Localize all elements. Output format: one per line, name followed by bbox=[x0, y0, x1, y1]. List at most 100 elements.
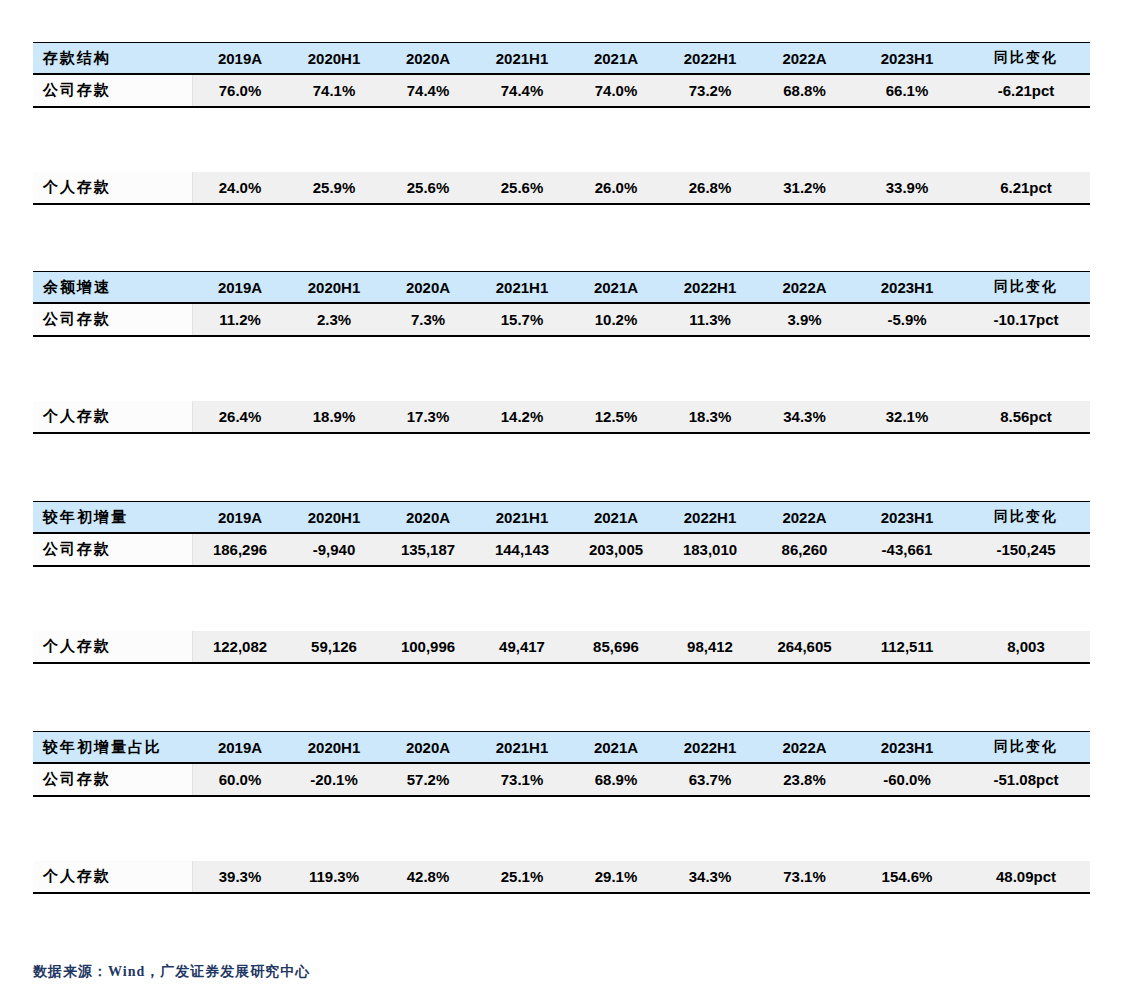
ytd-increment-share-row-personal-deposits: 个人存款39.3%119.3%42.8%25.1%29.1%34.3%73.1%… bbox=[33, 861, 1090, 894]
cell-value: 26.0% bbox=[569, 179, 663, 196]
cell-value: 85,696 bbox=[569, 638, 663, 655]
cell-value: 7.3% bbox=[381, 311, 475, 328]
cell-value: 60.0% bbox=[193, 771, 287, 788]
cell-value: 11.3% bbox=[663, 311, 757, 328]
cell-value: 25.1% bbox=[475, 868, 569, 885]
column-header-5: 2021A bbox=[569, 50, 663, 67]
row-label: 公司存款 bbox=[33, 764, 193, 795]
cell-value: 154.6% bbox=[852, 868, 962, 885]
cell-value: 59,126 bbox=[287, 638, 381, 655]
cell-value: 39.3% bbox=[193, 868, 287, 885]
row-label: 公司存款 bbox=[33, 304, 193, 335]
cell-value: 17.3% bbox=[381, 408, 475, 425]
cell-value: 15.7% bbox=[475, 311, 569, 328]
column-header-2: 2020H1 bbox=[287, 509, 381, 526]
cell-value: 8,003 bbox=[962, 638, 1090, 655]
cell-value: 33.9% bbox=[852, 179, 962, 196]
cell-value: -43,661 bbox=[852, 541, 962, 558]
cell-value: 57.2% bbox=[381, 771, 475, 788]
column-header-1: 2019A bbox=[193, 739, 287, 756]
column-header-7: 2022A bbox=[757, 739, 852, 756]
cell-value: 14.2% bbox=[475, 408, 569, 425]
cell-value: 29.1% bbox=[569, 868, 663, 885]
cell-value: 24.0% bbox=[193, 179, 287, 196]
row-label: 个人存款 bbox=[33, 401, 193, 432]
cell-value: -20.1% bbox=[287, 771, 381, 788]
column-header-9: 同比变化 bbox=[962, 508, 1090, 526]
table-title: 较年初增量 bbox=[33, 508, 193, 527]
data-source-note: 数据来源：Wind，广发证券发展研究中心 bbox=[33, 963, 310, 981]
column-header-9: 同比变化 bbox=[962, 738, 1090, 756]
table-header-row: 余额增速2019A2020H12020A2021H12021A2022H1202… bbox=[33, 271, 1090, 304]
cell-value: 31.2% bbox=[757, 179, 852, 196]
column-header-8: 2023H1 bbox=[852, 509, 962, 526]
column-header-3: 2020A bbox=[381, 279, 475, 296]
cell-value: -51.08pct bbox=[962, 771, 1090, 788]
cell-value: 68.8% bbox=[757, 82, 852, 99]
cell-value: 68.9% bbox=[569, 771, 663, 788]
column-header-1: 2019A bbox=[193, 50, 287, 67]
table-header-row: 较年初增量2019A2020H12020A2021H12021A2022H120… bbox=[33, 501, 1090, 534]
cell-value: 34.3% bbox=[757, 408, 852, 425]
column-header-6: 2022H1 bbox=[663, 739, 757, 756]
column-header-3: 2020A bbox=[381, 50, 475, 67]
cell-value: 100,996 bbox=[381, 638, 475, 655]
cell-value: 8.56pct bbox=[962, 408, 1090, 425]
column-header-8: 2023H1 bbox=[852, 279, 962, 296]
cell-value: 2.3% bbox=[287, 311, 381, 328]
column-header-3: 2020A bbox=[381, 739, 475, 756]
table-title: 存款结构 bbox=[33, 49, 193, 68]
cell-value: -60.0% bbox=[852, 771, 962, 788]
table-header-row: 存款结构2019A2020H12020A2021H12021A2022H1202… bbox=[33, 42, 1090, 75]
cell-value: 119.3% bbox=[287, 868, 381, 885]
deposit-structure-row-corporate-deposits: 公司存款76.0%74.1%74.4%74.4%74.0%73.2%68.8%6… bbox=[33, 75, 1090, 108]
ytd-increment-row-personal-deposits: 个人存款122,08259,126100,99649,41785,69698,4… bbox=[33, 631, 1090, 664]
cell-value: 34.3% bbox=[663, 868, 757, 885]
cell-value: 73.1% bbox=[757, 868, 852, 885]
column-header-1: 2019A bbox=[193, 279, 287, 296]
balance-growth-row-personal-deposits: 个人存款26.4%18.9%17.3%14.2%12.5%18.3%34.3%3… bbox=[33, 401, 1090, 434]
cell-value: 48.09pct bbox=[962, 868, 1090, 885]
cell-value: 186,296 bbox=[193, 541, 287, 558]
column-header-8: 2023H1 bbox=[852, 739, 962, 756]
cell-value: 42.8% bbox=[381, 868, 475, 885]
report-table-page: 存款结构2019A2020H12020A2021H12021A2022H1202… bbox=[0, 0, 1123, 1001]
cell-value: 74.1% bbox=[287, 82, 381, 99]
column-header-6: 2022H1 bbox=[663, 50, 757, 67]
cell-value: 76.0% bbox=[193, 82, 287, 99]
cell-value: 63.7% bbox=[663, 771, 757, 788]
column-header-1: 2019A bbox=[193, 509, 287, 526]
column-header-6: 2022H1 bbox=[663, 509, 757, 526]
ytd-increment-share-row-corporate-deposits: 公司存款60.0%-20.1%57.2%73.1%68.9%63.7%23.8%… bbox=[33, 764, 1090, 797]
column-header-5: 2021A bbox=[569, 279, 663, 296]
cell-value: 74.4% bbox=[381, 82, 475, 99]
cell-value: 144,143 bbox=[475, 541, 569, 558]
cell-value: 32.1% bbox=[852, 408, 962, 425]
row-label: 公司存款 bbox=[33, 75, 193, 106]
cell-value: 25.9% bbox=[287, 179, 381, 196]
cell-value: 10.2% bbox=[569, 311, 663, 328]
cell-value: 203,005 bbox=[569, 541, 663, 558]
cell-value: 25.6% bbox=[475, 179, 569, 196]
column-header-4: 2021H1 bbox=[475, 279, 569, 296]
cell-value: 183,010 bbox=[663, 541, 757, 558]
column-header-4: 2021H1 bbox=[475, 50, 569, 67]
cell-value: 3.9% bbox=[757, 311, 852, 328]
cell-value: 26.8% bbox=[663, 179, 757, 196]
column-header-7: 2022A bbox=[757, 279, 852, 296]
column-header-2: 2020H1 bbox=[287, 279, 381, 296]
cell-value: 264,605 bbox=[757, 638, 852, 655]
table-header-row: 较年初增量占比2019A2020H12020A2021H12021A2022H1… bbox=[33, 731, 1090, 764]
column-header-6: 2022H1 bbox=[663, 279, 757, 296]
ytd-increment-share-table: 较年初增量占比2019A2020H12020A2021H12021A2022H1… bbox=[33, 731, 1090, 894]
balance-growth-row-corporate-deposits: 公司存款11.2%2.3%7.3%15.7%10.2%11.3%3.9%-5.9… bbox=[33, 304, 1090, 337]
cell-value: 135,187 bbox=[381, 541, 475, 558]
column-header-5: 2021A bbox=[569, 509, 663, 526]
cell-value: 73.1% bbox=[475, 771, 569, 788]
column-header-9: 同比变化 bbox=[962, 278, 1090, 296]
cell-value: -5.9% bbox=[852, 311, 962, 328]
ytd-increment-row-corporate-deposits: 公司存款186,296-9,940135,187144,143203,00518… bbox=[33, 534, 1090, 567]
cell-value: 12.5% bbox=[569, 408, 663, 425]
column-header-3: 2020A bbox=[381, 509, 475, 526]
cell-value: 86,260 bbox=[757, 541, 852, 558]
